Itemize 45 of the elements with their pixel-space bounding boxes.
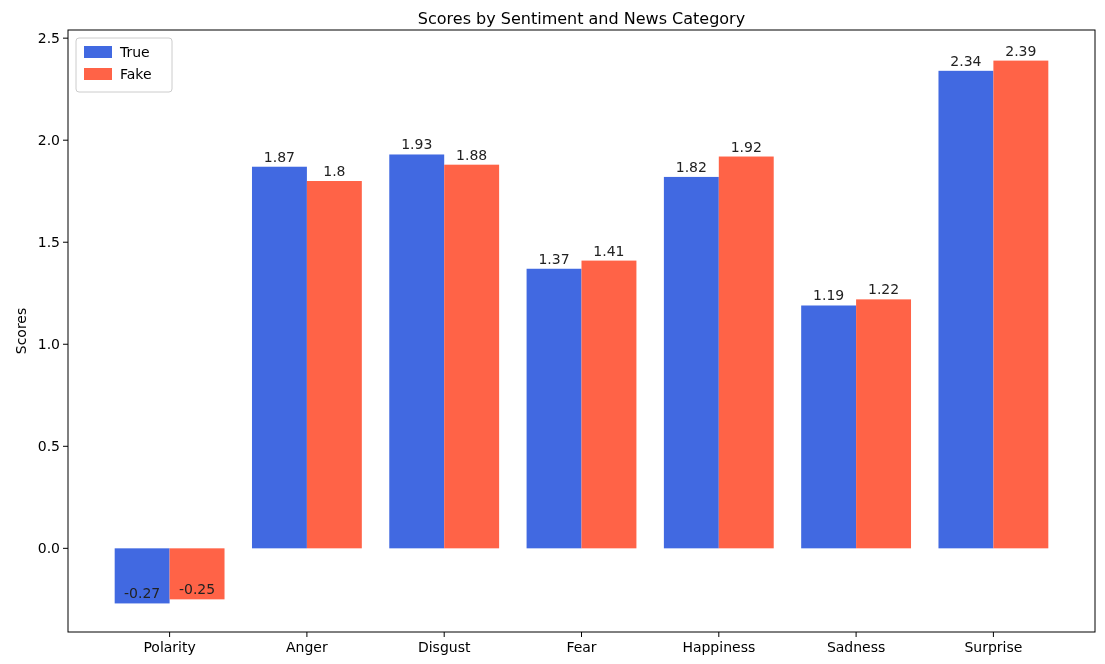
data-label: 1.87 [263, 148, 296, 165]
data-label: 1.22 [867, 281, 900, 298]
x-tick-label: Surprise [964, 639, 1023, 655]
x-tick-label: Anger [286, 639, 328, 655]
bar [718, 156, 774, 549]
bar [114, 548, 170, 604]
y-tick-label: 2.5 [37, 30, 60, 47]
y-axis-title: Scores [13, 307, 29, 355]
bar [856, 299, 912, 549]
data-label: 1.88 [456, 146, 488, 163]
bar [444, 164, 500, 549]
y-tick-label: 1.0 [37, 336, 60, 353]
x-tick-label: Polarity [143, 639, 196, 655]
bar [581, 260, 637, 549]
chart-title: Scores by Sentiment and News Category [417, 9, 746, 28]
legend-label: True [119, 43, 150, 60]
data-label: 1.19 [813, 287, 845, 304]
y-tick-label: 2.0 [37, 132, 60, 149]
data-label: 1.82 [675, 158, 707, 175]
data-label: 1.37 [538, 250, 570, 267]
bar [938, 70, 994, 549]
data-label: 2.39 [1005, 42, 1037, 59]
bar [801, 305, 857, 549]
y-tick-label: 0.0 [37, 540, 60, 557]
data-label: 1.93 [401, 136, 433, 153]
bar [526, 268, 582, 549]
bar [993, 60, 1049, 549]
bar [251, 166, 307, 549]
legend-label: Fake [120, 65, 152, 82]
bar [663, 176, 719, 549]
data-label: 2.34 [950, 52, 982, 69]
x-tick-label: Happiness [682, 639, 756, 655]
data-label: 1.92 [730, 138, 762, 155]
data-label: 1.41 [593, 242, 625, 259]
data-label: -0.27 [124, 585, 161, 602]
data-label: 1.8 [323, 163, 346, 180]
bar [389, 154, 445, 549]
bar [169, 548, 225, 600]
x-tick-label: Sadness [826, 639, 886, 655]
bar [306, 181, 362, 549]
y-tick-label: 1.5 [37, 234, 60, 251]
data-label: -0.25 [178, 581, 216, 598]
y-tick-label: 0.5 [37, 438, 60, 455]
x-tick-label: Fear [566, 639, 597, 655]
x-tick-label: Disgust [417, 639, 471, 655]
